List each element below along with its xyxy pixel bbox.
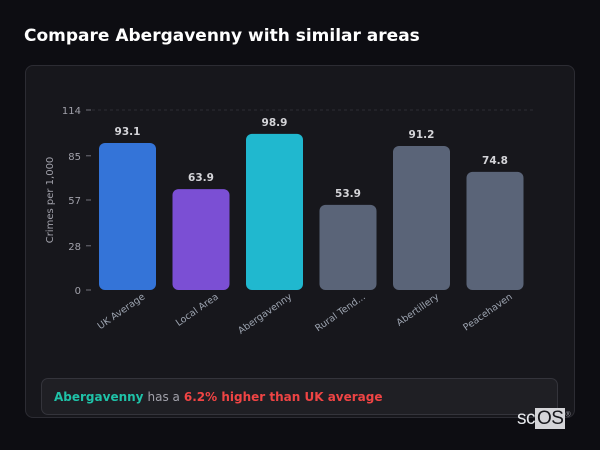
x-tick-label: Peacehaven [461, 291, 514, 333]
x-tick-label: Abertillery [395, 291, 442, 329]
y-tick-label: 85 [68, 152, 81, 163]
bar-value-label: 91.2 [409, 129, 435, 141]
x-tick-label: Abergavenny [236, 291, 294, 336]
bar-value-label: 98.9 [262, 117, 288, 129]
logo-text-a: sc [517, 408, 536, 429]
summary-comparison: 6.2% higher than UK average [183, 389, 383, 404]
x-tick-label: Rural Tend... [313, 291, 367, 334]
y-tick-label: 57 [68, 196, 81, 207]
bar [172, 189, 230, 290]
logo-text-b: OS [535, 408, 566, 429]
logo-mark: ® [565, 411, 571, 419]
bar [319, 204, 377, 290]
page-title: Compare Abergavenny with similar areas [24, 26, 420, 46]
scos-logo: sc OS ® [517, 408, 571, 430]
x-tick-label: UK Average [96, 291, 148, 332]
bar [246, 133, 303, 290]
y-tick-label: 0 [75, 286, 81, 297]
bar [466, 171, 524, 290]
summary-area: Abergavenny [54, 389, 144, 404]
x-tick-label: Local Area [174, 291, 221, 328]
bar [393, 146, 450, 290]
y-tick-label: 28 [68, 242, 81, 253]
bar-value-label: 74.8 [482, 155, 508, 167]
bar-value-label: 53.9 [335, 188, 361, 200]
y-tick-label: 114 [62, 106, 81, 117]
bar-value-label: 93.1 [115, 126, 141, 138]
summary-connector: has a [147, 389, 180, 404]
y-axis-label: Crimes per 1,000 [45, 157, 56, 244]
bar [99, 143, 156, 290]
bar-value-label: 63.9 [188, 172, 214, 184]
comparison-summary: Abergavenny has a 6.2% higher than UK av… [41, 378, 558, 415]
